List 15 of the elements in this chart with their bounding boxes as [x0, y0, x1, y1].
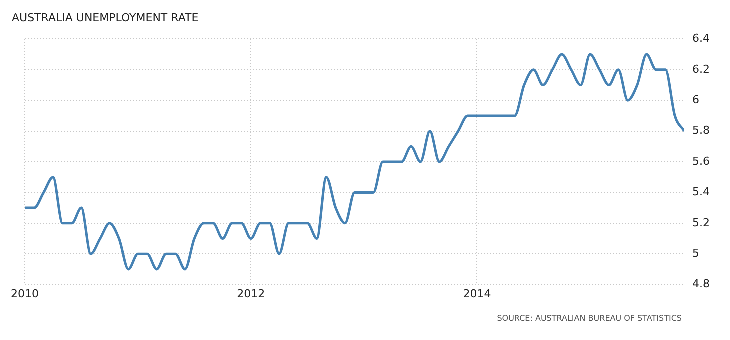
y-tick-label: 4.8 [692, 278, 710, 291]
y-tick-label: 6 [692, 93, 700, 106]
y-tick-label: 5 [692, 246, 700, 260]
line-series [24, 53, 685, 271]
y-tick-label: 5.8 [692, 124, 710, 138]
source-note: SOURCE: AUSTRALIAN BUREAU OF STATISTICS [496, 314, 683, 323]
x-tick-label: 2010 [10, 287, 39, 300]
x-tick-label: 2014 [463, 287, 492, 300]
y-tick-label: 5.2 [692, 216, 710, 230]
y-tick-label: 5.4 [692, 186, 710, 199]
y-tick-label: 5.6 [692, 154, 710, 168]
y-tick-label: 6.2 [692, 62, 710, 76]
x-tick-label: 2012 [237, 287, 266, 300]
y-tick-label: 6.4 [692, 32, 710, 46]
chart-title: AUSTRALIA UNEMPLOYMENT RATE [12, 11, 199, 24]
